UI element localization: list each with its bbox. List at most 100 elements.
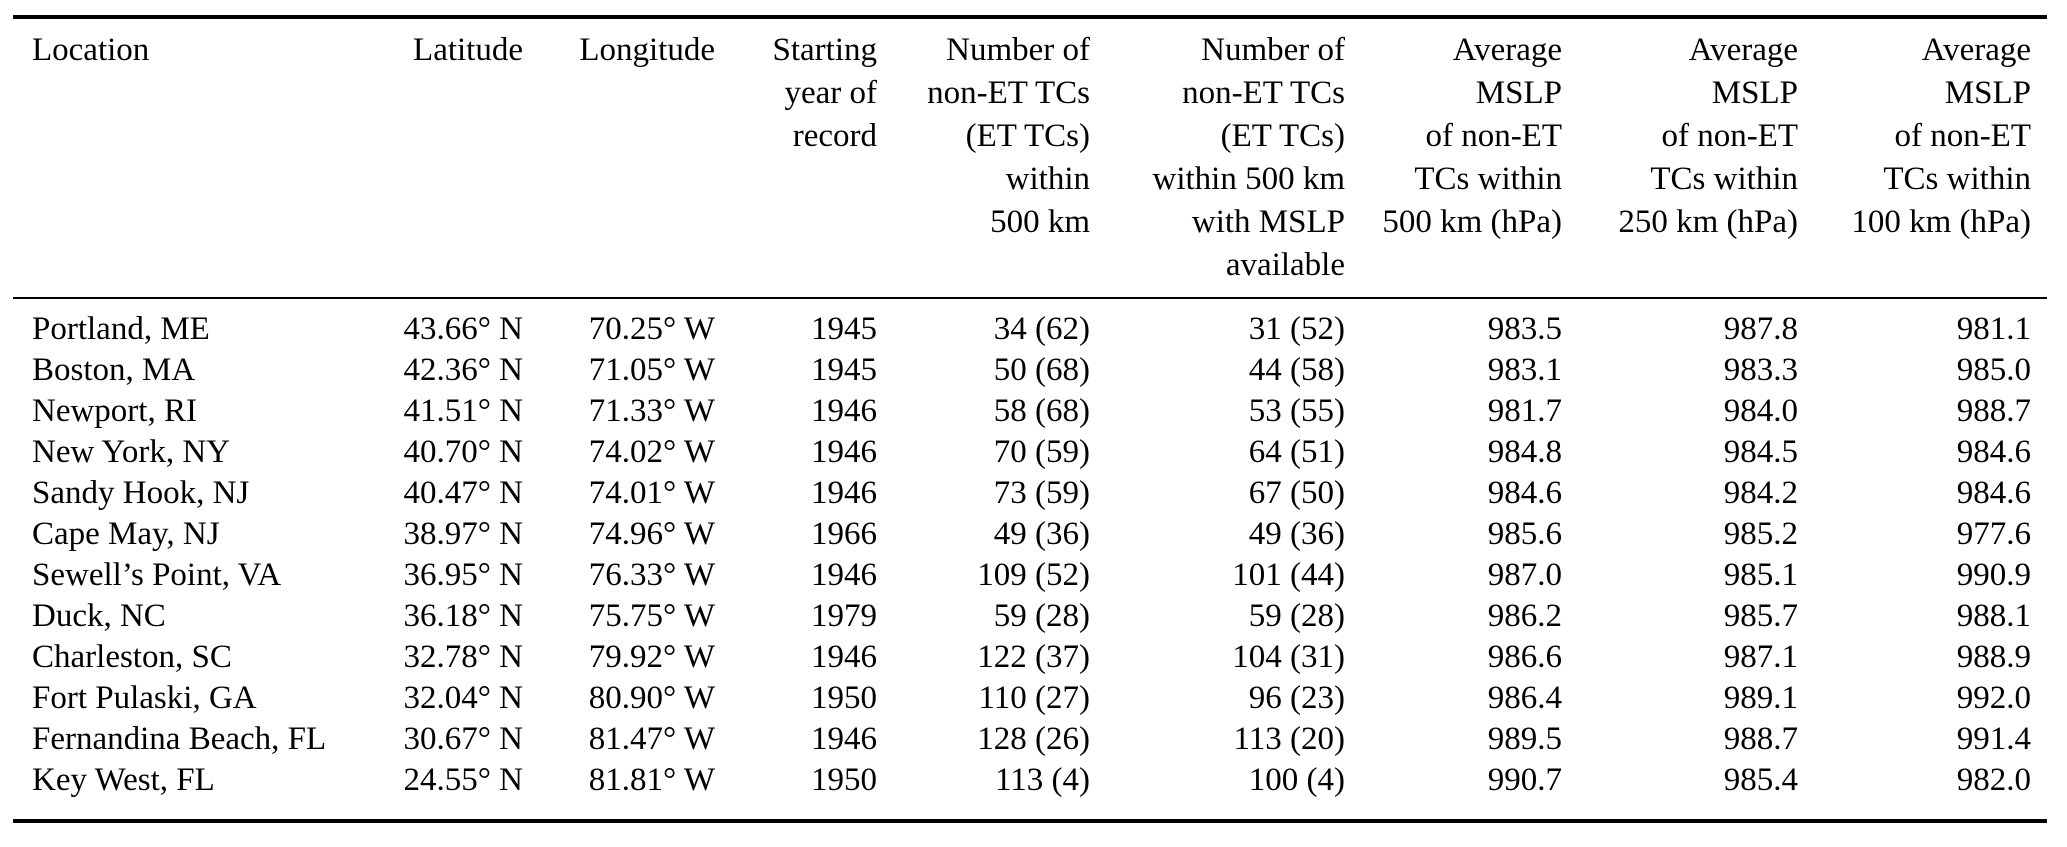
cell-count-500km: 34 (62) [993, 311, 1090, 347]
cell-count-500km: 122 (37) [977, 639, 1090, 675]
header-line: Latitude [413, 32, 523, 68]
header-line: 100 km (hPa) [1851, 204, 2031, 240]
cell-location: Newport, RI [32, 393, 197, 429]
cell-avg-mslp-250km: 987.1 [1723, 639, 1798, 675]
cell-avg-mslp-250km: 983.3 [1723, 352, 1798, 388]
journal-table-container: Location Latitude Longitude Starting yea… [13, 15, 2047, 823]
cell-avg-mslp-250km: 984.0 [1723, 393, 1798, 429]
cell-longitude: 74.01° W [588, 475, 715, 511]
header-line: (ET TCs) [1220, 118, 1345, 154]
header-line: within 500 km [1152, 161, 1345, 197]
cell-longitude: 71.33° W [588, 393, 715, 429]
cell-count-500km: 109 (52) [977, 557, 1090, 593]
header-line: 500 km (hPa) [1382, 204, 1562, 240]
header-line: Average [1688, 32, 1798, 68]
cell-avg-mslp-100km: 992.0 [1956, 680, 2031, 716]
cell-latitude: 24.55° N [403, 762, 523, 798]
cell-location: Cape May, NJ [32, 516, 220, 552]
header-line: MSLP [1711, 75, 1798, 111]
column-header-avg-mslp-100km: Average MSLP of non-ET TCs within 100 km… [1798, 17, 2047, 299]
cell-starting-year: 1946 [811, 639, 877, 675]
cell-location: Fernandina Beach, FL [32, 721, 327, 757]
cell-avg-mslp-500km: 985.6 [1487, 516, 1562, 552]
cell-count-500km: 58 (68) [993, 393, 1090, 429]
table-row: Fernandina Beach, FL 30.67° N 81.47° W 1… [13, 719, 2047, 760]
header-line: MSLP [1944, 75, 2031, 111]
cell-longitude: 71.05° W [588, 352, 715, 388]
cell-starting-year: 1946 [811, 557, 877, 593]
header-line: available [1225, 247, 1345, 283]
cell-count-500km: 73 (59) [993, 475, 1090, 511]
table-header: Location Latitude Longitude Starting yea… [13, 17, 2047, 299]
cell-avg-mslp-250km: 985.2 [1723, 516, 1798, 552]
table-row: Newport, RI 41.51° N 71.33° W 1946 58 (6… [13, 391, 2047, 432]
cell-avg-mslp-250km: 988.7 [1723, 721, 1798, 757]
cell-location: Sandy Hook, NJ [32, 475, 250, 511]
cell-avg-mslp-500km: 986.6 [1487, 639, 1562, 675]
cell-starting-year: 1966 [811, 516, 877, 552]
cell-count-500km-mslp: 101 (44) [1232, 557, 1345, 593]
cell-avg-mslp-250km: 985.7 [1723, 598, 1798, 634]
cell-count-500km: 49 (36) [993, 516, 1090, 552]
header-line: record [792, 118, 877, 154]
header-line: year of [784, 75, 877, 111]
column-header-avg-mslp-250km: Average MSLP of non-ET TCs within 250 km… [1562, 17, 1798, 299]
table-row: Key West, FL 24.55° N 81.81° W 1950 113 … [13, 760, 2047, 821]
cell-count-500km: 110 (27) [978, 680, 1090, 716]
header-line: of non-ET [1894, 118, 2031, 154]
cell-latitude: 32.04° N [403, 680, 523, 716]
cell-avg-mslp-250km: 985.1 [1723, 557, 1798, 593]
cell-starting-year: 1946 [811, 475, 877, 511]
cell-count-500km-mslp: 59 (28) [1248, 598, 1345, 634]
cell-avg-mslp-500km: 984.8 [1487, 434, 1562, 470]
cell-latitude: 36.18° N [403, 598, 523, 634]
header-line: Number of [946, 32, 1090, 68]
cell-count-500km-mslp: 67 (50) [1248, 475, 1345, 511]
cell-count-500km-mslp: 31 (52) [1248, 311, 1345, 347]
cell-count-500km: 50 (68) [993, 352, 1090, 388]
cell-longitude: 80.90° W [588, 680, 715, 716]
column-header-count-500km-mslp: Number of non-ET TCs (ET TCs) within 500… [1090, 17, 1345, 299]
cell-longitude: 76.33° W [588, 557, 715, 593]
cell-latitude: 43.66° N [403, 311, 523, 347]
cell-location: Portland, ME [32, 311, 210, 347]
cell-avg-mslp-100km: 984.6 [1956, 475, 2031, 511]
cell-latitude: 41.51° N [403, 393, 523, 429]
cell-count-500km: 59 (28) [993, 598, 1090, 634]
cell-avg-mslp-500km: 987.0 [1487, 557, 1562, 593]
header-line: Location [32, 32, 150, 68]
header-line: (ET TCs) [965, 118, 1090, 154]
header-line: Starting [772, 32, 878, 68]
cell-longitude: 79.92° W [588, 639, 715, 675]
cell-location: Boston, MA [32, 352, 196, 388]
cell-count-500km-mslp: 100 (4) [1248, 762, 1345, 798]
cell-avg-mslp-100km: 982.0 [1956, 762, 2031, 798]
header-line: Average [1452, 32, 1562, 68]
column-header-avg-mslp-500km: Average MSLP of non-ET TCs within 500 km… [1345, 17, 1562, 299]
cell-avg-mslp-500km: 983.1 [1487, 352, 1562, 388]
cell-avg-mslp-500km: 981.7 [1487, 393, 1562, 429]
cell-avg-mslp-500km: 986.2 [1487, 598, 1562, 634]
cell-avg-mslp-100km: 977.6 [1956, 516, 2031, 552]
cell-avg-mslp-500km: 989.5 [1487, 721, 1562, 757]
cell-starting-year: 1945 [811, 352, 877, 388]
cell-avg-mslp-250km: 984.2 [1723, 475, 1798, 511]
cell-longitude: 74.02° W [588, 434, 715, 470]
cell-count-500km: 70 (59) [993, 434, 1090, 470]
cell-avg-mslp-100km: 988.7 [1956, 393, 2031, 429]
header-line: non-ET TCs [927, 75, 1090, 111]
cell-location: Fort Pulaski, GA [32, 680, 257, 716]
header-line: non-ET TCs [1182, 75, 1345, 111]
cell-starting-year: 1945 [811, 311, 877, 347]
cell-latitude: 40.70° N [403, 434, 523, 470]
cell-latitude: 38.97° N [403, 516, 523, 552]
table-row: New York, NY 40.70° N 74.02° W 1946 70 (… [13, 432, 2047, 473]
table-row: Cape May, NJ 38.97° N 74.96° W 1966 49 (… [13, 514, 2047, 555]
header-row: Location Latitude Longitude Starting yea… [13, 17, 2047, 299]
column-header-count-500km: Number of non-ET TCs (ET TCs) within 500… [877, 17, 1090, 299]
cell-longitude: 81.47° W [588, 721, 715, 757]
header-line: of non-ET [1425, 118, 1562, 154]
cell-count-500km: 113 (4) [994, 762, 1090, 798]
cell-starting-year: 1950 [811, 762, 877, 798]
header-line: 500 km [990, 204, 1090, 240]
